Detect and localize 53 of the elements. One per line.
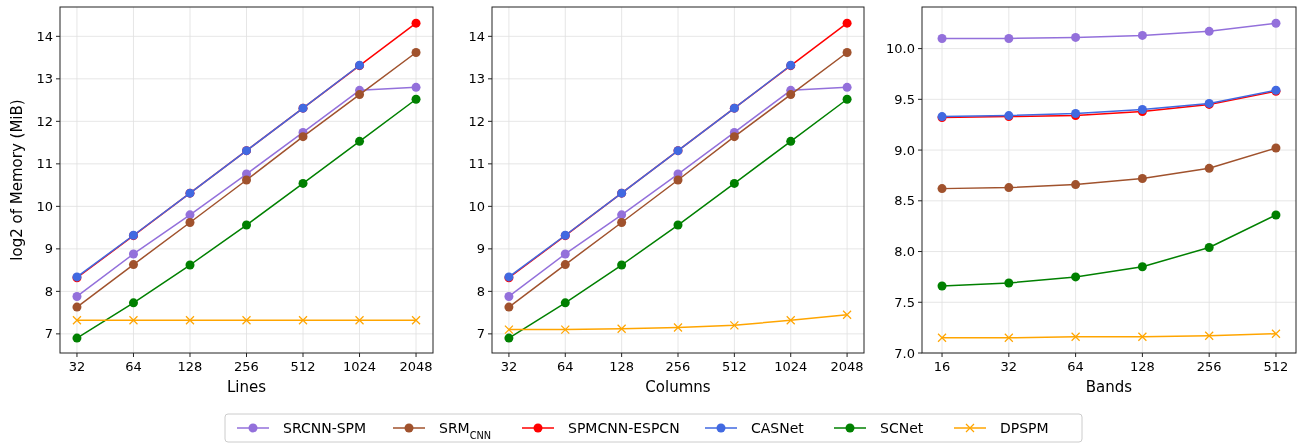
y-tick-label: 7 bbox=[44, 326, 53, 342]
y-tick-label: 14 bbox=[36, 28, 53, 44]
y-tick-label: 12 bbox=[36, 113, 53, 129]
y-tick-label: 11 bbox=[468, 156, 485, 172]
y-tick-label: 7.0 bbox=[894, 345, 915, 361]
x-axis-title: Lines bbox=[226, 378, 267, 396]
y-tick-label: 11 bbox=[36, 156, 53, 172]
x-tick-label: 32 bbox=[1000, 359, 1018, 374]
y-tick-label: 14 bbox=[468, 28, 485, 44]
y-tick-label: 10 bbox=[468, 198, 485, 214]
x-tick-label: 256 bbox=[665, 359, 691, 374]
x-tick-label: 1024 bbox=[342, 359, 377, 374]
x-tick-label: 512 bbox=[290, 359, 316, 374]
x-tick-label: 128 bbox=[609, 359, 635, 374]
x-tick-label: 256 bbox=[234, 359, 259, 374]
x-tick-label: 512 bbox=[1263, 359, 1289, 374]
legend-label: SRCNN-SPM bbox=[283, 419, 367, 436]
x-tick-label: 32 bbox=[500, 359, 518, 374]
legend-label: SPMCNN-ESPCN bbox=[568, 419, 680, 436]
legend-label: DPSPM bbox=[1000, 419, 1049, 436]
y-tick-label: 13 bbox=[36, 71, 53, 87]
x-tick-label: 64 bbox=[557, 359, 574, 374]
y-tick-label: 10 bbox=[36, 198, 53, 214]
legend-label: SCNet bbox=[880, 419, 924, 436]
x-tick-label: 2048 bbox=[399, 359, 433, 374]
y-tick-label: 9.5 bbox=[894, 91, 915, 107]
x-tick-label: 128 bbox=[177, 359, 203, 374]
x-tick-label: 512 bbox=[721, 359, 747, 374]
y-tick-label: 10.0 bbox=[886, 41, 915, 57]
y-tick-label: 8 bbox=[476, 283, 485, 299]
x-tick-label: 256 bbox=[1196, 359, 1222, 374]
x-tick-label: 1024 bbox=[774, 359, 808, 374]
y-tick-label: 12 bbox=[468, 113, 485, 129]
y-tick-label: 8.0 bbox=[894, 244, 915, 260]
x-axis-title: Columns bbox=[645, 378, 711, 396]
x-tick-label: 128 bbox=[1129, 359, 1155, 374]
y-tick-label: 9 bbox=[476, 241, 485, 257]
y-tick-label: 7 bbox=[476, 326, 485, 342]
x-tick-label: 64 bbox=[1067, 359, 1084, 374]
x-axis-title: Bands bbox=[1085, 378, 1133, 396]
x-tick-label: 64 bbox=[125, 359, 142, 374]
y-tick-label: 8.5 bbox=[894, 193, 915, 209]
y-tick-label: 8 bbox=[44, 283, 53, 299]
y-tick-label: 13 bbox=[468, 71, 485, 87]
x-tick-label: 16 bbox=[933, 359, 951, 374]
y-tick-label: 7.5 bbox=[894, 294, 915, 310]
legend-label: CASNet bbox=[751, 419, 805, 436]
y-tick-label: 9 bbox=[44, 241, 53, 257]
x-tick-label: 2048 bbox=[830, 359, 864, 374]
x-tick-label: 32 bbox=[68, 359, 86, 374]
legend-label: SRM$_{CNN}$ bbox=[439, 419, 492, 441]
y-axis-title: log2 of Memory (MiB) bbox=[8, 99, 26, 261]
y-tick-label: 9.0 bbox=[894, 142, 915, 158]
